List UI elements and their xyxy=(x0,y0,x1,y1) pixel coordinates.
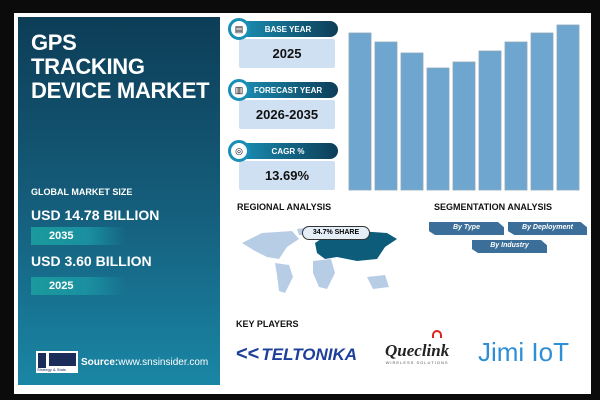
left-panel: GPS TRACKING DEVICE MARKET GLOBAL MARKET… xyxy=(18,17,220,385)
source: Strategy & Stats Source: www.snsinsider.… xyxy=(36,351,208,373)
bar xyxy=(348,32,372,191)
bar xyxy=(478,50,502,191)
page-title: GPS TRACKING DEVICE MARKET xyxy=(31,30,210,103)
stat-forecast-year: FORECAST YEAR 2026-2035 ▥ xyxy=(228,79,338,129)
teltonika-logo: << TELTONIKA xyxy=(236,343,358,365)
global-market-size-label: GLOBAL MARKET SIZE xyxy=(31,187,133,197)
stat-value: 13.69% xyxy=(239,161,335,190)
base-year-badge: 2025 xyxy=(31,277,126,295)
bar xyxy=(530,32,554,191)
stat-value: 2026-2035 xyxy=(239,100,335,129)
growth-icon: ◎ xyxy=(228,140,250,162)
segment-by-type[interactable]: By Type xyxy=(429,222,504,235)
stat-value: 2025 xyxy=(239,39,335,68)
bar xyxy=(400,52,424,191)
stat-label: FORECAST YEAR xyxy=(238,82,338,98)
bar-chart xyxy=(348,24,580,191)
stat-label: CAGR % xyxy=(238,143,338,159)
bar-chart-icon: ▥ xyxy=(228,79,250,101)
document-icon: ▤ xyxy=(228,18,250,40)
segment-by-industry[interactable]: By Industry xyxy=(472,240,547,253)
source-link[interactable]: www.snsinsider.com xyxy=(118,356,209,368)
title-line: GPS xyxy=(31,30,77,55)
stat-base-year: BASE YEAR 2025 ▤ xyxy=(228,18,338,68)
bar xyxy=(504,41,528,191)
queclink-logo: Queclink WIRELESS SOLUTIONS xyxy=(385,341,449,365)
bar xyxy=(426,67,450,191)
title-line: DEVICE MARKET xyxy=(31,78,210,103)
player-name: Queclink xyxy=(385,341,450,360)
base-value: USD 3.60 BILLION xyxy=(31,253,152,269)
stat-cagr: CAGR % 13.69% ◎ xyxy=(228,140,338,190)
key-players-heading: KEY PLAYERS xyxy=(236,319,299,329)
player-name-jimi: Jimi IoT xyxy=(478,337,569,367)
bar xyxy=(452,61,476,191)
regional-heading: REGIONAL ANALYSIS xyxy=(237,202,332,212)
title-line: TRACKING xyxy=(31,54,145,79)
sns-insider-logo: Strategy & Stats xyxy=(36,351,78,373)
stat-label: BASE YEAR xyxy=(238,21,338,37)
share-callout: 34.7% SHARE xyxy=(302,226,370,240)
bar xyxy=(374,41,398,191)
player-name: TELTONIKA xyxy=(261,344,358,364)
source-label: Source: xyxy=(81,356,119,368)
signal-icon xyxy=(432,330,442,338)
queclink-tagline: WIRELESS SOLUTIONS xyxy=(385,360,449,365)
segment-by-deployment[interactable]: By Deployment xyxy=(508,222,587,235)
segmentation-heading: SEGMENTATION ANALYSIS xyxy=(434,202,553,212)
bar xyxy=(556,24,580,191)
forecast-value: USD 14.78 BILLION xyxy=(31,207,160,223)
forecast-year-badge: 2035 xyxy=(31,227,126,245)
